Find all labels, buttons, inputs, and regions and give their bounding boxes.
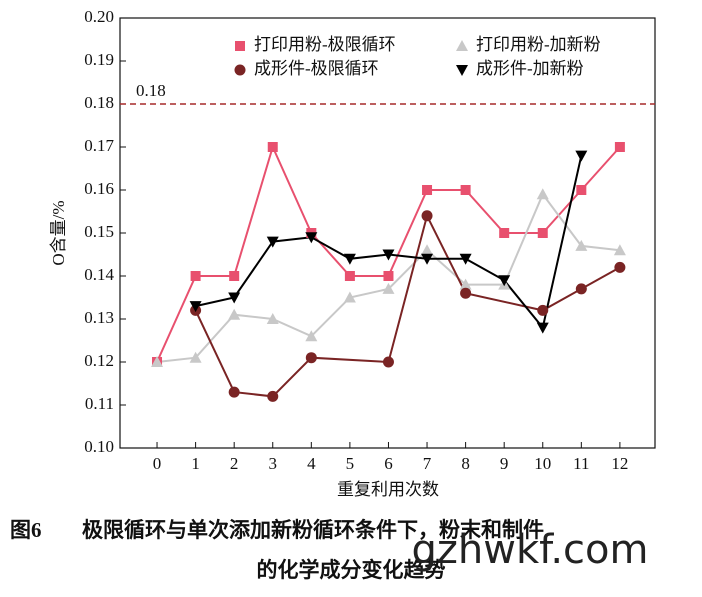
marker <box>537 304 549 316</box>
marker <box>421 210 433 222</box>
caption-line: 的化学成分变化趋势 <box>257 558 446 582</box>
marker <box>575 150 588 162</box>
marker <box>460 185 471 195</box>
marker <box>228 308 241 320</box>
marker <box>536 322 549 334</box>
x-axis-label: 重复利用次数 <box>337 480 439 499</box>
marker <box>576 185 587 195</box>
x-tick-label: 5 <box>346 454 355 473</box>
x-tick-label: 0 <box>153 454 162 473</box>
x-tick-label: 9 <box>500 454 509 473</box>
marker <box>421 244 434 256</box>
marker <box>189 301 202 313</box>
marker <box>151 356 164 367</box>
marker <box>266 236 279 248</box>
marker <box>613 244 626 256</box>
marker <box>382 249 395 261</box>
marker <box>305 232 318 244</box>
y-tick-label: 0.15 <box>84 222 114 241</box>
marker <box>190 271 201 281</box>
legend-label: 成形件-极限循环 <box>254 59 379 78</box>
x-tick-label: 8 <box>461 454 470 473</box>
marker <box>382 282 395 294</box>
legend-label: 成形件-加新粉 <box>476 59 584 78</box>
y-tick-label: 0.18 <box>84 93 114 112</box>
marker <box>189 351 202 363</box>
marker <box>344 271 355 281</box>
marker <box>228 386 240 398</box>
marker <box>422 185 433 195</box>
x-tick-label: 2 <box>230 454 239 473</box>
marker <box>383 271 394 281</box>
marker <box>228 292 241 304</box>
marker <box>614 261 626 273</box>
marker <box>460 287 472 299</box>
x-tick-label: 4 <box>307 454 316 473</box>
y-tick-label: 0.17 <box>84 136 114 155</box>
legend-marker <box>456 40 468 51</box>
x-tick-label: 3 <box>268 454 277 473</box>
marker <box>343 253 356 265</box>
y-tick-label: 0.20 <box>84 7 114 26</box>
marker <box>267 390 279 402</box>
marker <box>499 228 510 238</box>
marker <box>575 239 588 251</box>
plot-frame <box>119 17 656 449</box>
caption-label: 图6 <box>10 518 42 542</box>
marker <box>536 188 549 200</box>
y-tick-label: 0.16 <box>84 179 114 198</box>
watermark: gzhwkf.com <box>412 527 649 573</box>
legend-label: 打印用粉-加新粉 <box>476 35 601 54</box>
x-tick-label: 1 <box>191 454 200 473</box>
legend-marker <box>234 64 246 76</box>
marker <box>266 313 279 324</box>
marker <box>459 278 472 290</box>
y-axis-label: O含量/% <box>49 200 68 265</box>
caption-line: 极限循环与单次添加新粉循环条件下，粉末和制件 <box>82 518 544 542</box>
marker <box>575 283 587 295</box>
legend-label: 打印用粉-极限循环 <box>254 35 396 54</box>
series-line <box>194 212 621 398</box>
reference-label: 0.18 <box>136 81 166 100</box>
y-tick-label: 0.11 <box>85 394 114 413</box>
y-tick-label: 0.13 <box>84 308 114 327</box>
y-tick-label: 0.19 <box>84 50 114 69</box>
x-tick-label: 6 <box>384 454 393 473</box>
marker <box>229 271 240 281</box>
marker <box>305 330 318 342</box>
legend-marker <box>456 65 468 76</box>
x-tick-label: 7 <box>423 454 432 473</box>
marker <box>382 356 394 368</box>
y-tick-label: 0.12 <box>84 351 114 370</box>
x-tick-label: 10 <box>534 454 551 473</box>
marker <box>498 275 511 287</box>
marker <box>343 291 356 303</box>
y-tick-label: 0.10 <box>84 437 114 456</box>
marker <box>421 253 434 265</box>
legend-marker <box>235 41 245 51</box>
x-tick-label: 12 <box>611 454 628 473</box>
marker <box>459 253 472 265</box>
y-tick-label: 0.14 <box>84 265 114 284</box>
marker <box>305 352 317 364</box>
marker <box>614 142 625 152</box>
marker <box>267 142 278 152</box>
x-tick-label: 11 <box>573 454 589 473</box>
marker <box>537 228 548 238</box>
